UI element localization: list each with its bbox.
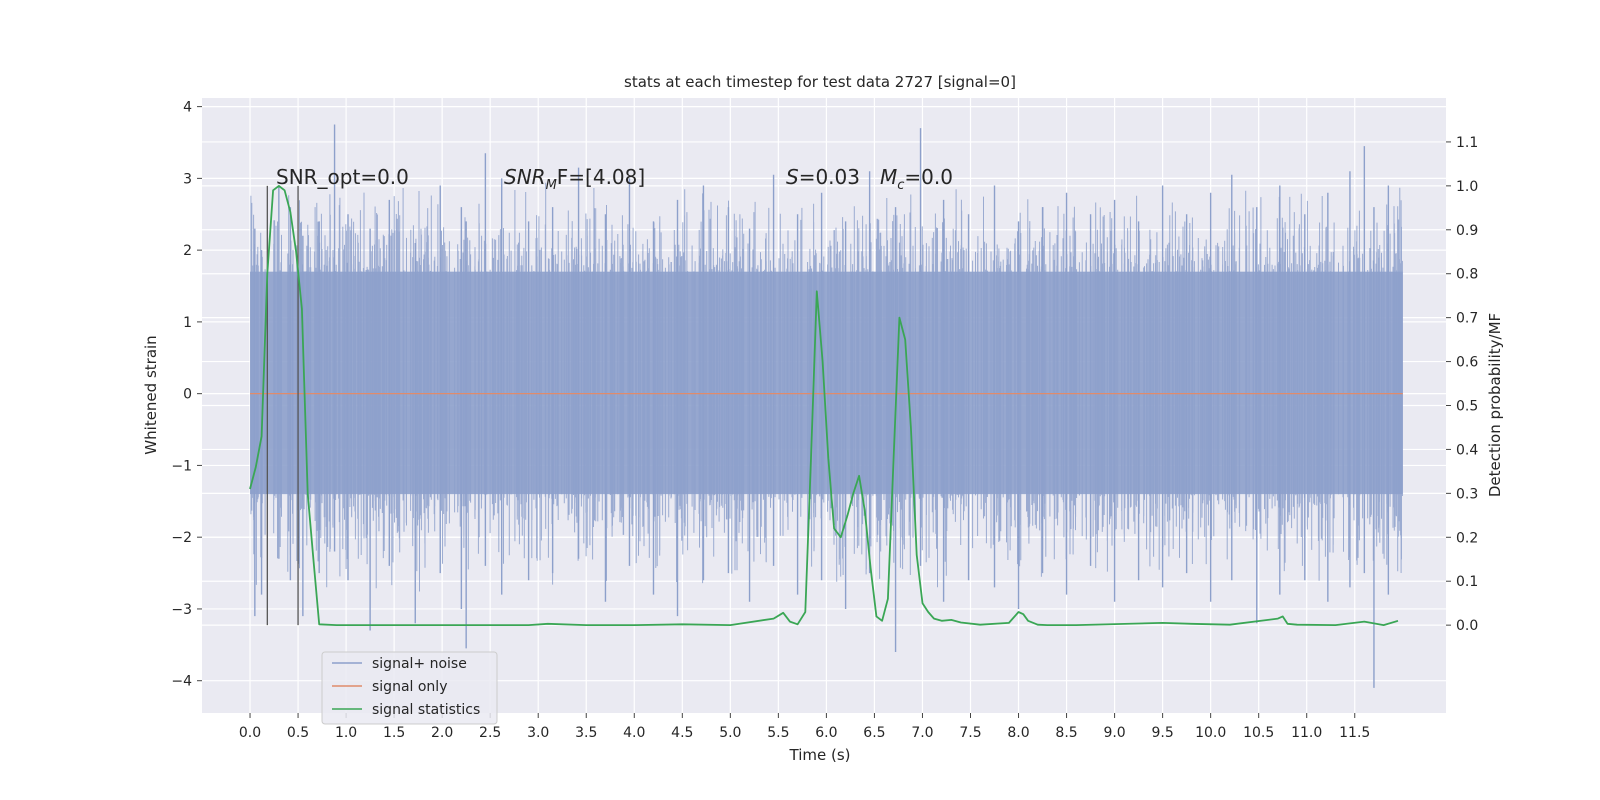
right-axis-ticks: 1.1 1.0 0.9 0.8 0.7 0.6 0.5 0.4 0.3 0.2 0.1 0.0 [1446,135,1478,634]
y-right-tick-label: 0.8 [1456,267,1478,283]
y-tick-label: 0 [183,387,192,403]
x-tick-label: 2.0 [431,725,453,741]
x-tick-label: 4.0 [623,725,645,741]
y-tick-label: 3 [183,171,192,187]
y-tick-label: 2 [183,243,192,259]
x-tick-label: 1.5 [383,725,405,741]
y-right-tick-label: 0.3 [1456,486,1478,502]
x-axis-label: Time (s) [789,746,851,764]
x-tick-label: 9.5 [1151,725,1173,741]
x-tick-label: 11.0 [1291,725,1322,741]
y-tick-label: 4 [183,100,192,116]
y-tick-label: −1 [171,458,192,474]
x-tick-label: 4.5 [671,725,693,741]
legend: signal+ noise signal only signal statist… [321,651,498,725]
x-tick-label: 9.0 [1103,725,1125,741]
x-tick-label: 3.5 [575,725,597,741]
x-tick-label: 0.5 [287,725,309,741]
x-tick-label: 7.5 [959,725,981,741]
y-tick-label: −3 [171,602,192,618]
y-right-tick-label: 0.7 [1456,311,1478,327]
y-right-tick-label: 1.1 [1456,135,1478,151]
x-tick-label: 3.0 [527,725,549,741]
y-axis-label: Whitened strain [142,335,160,454]
snr-opt-annotation: SNR_opt=0.0 [276,165,409,189]
signal-statistics-line [249,184,1399,626]
signal-statistics-series [249,184,1399,626]
y-right-tick-label: 0.1 [1456,574,1478,590]
y-right-tick-label: 0.5 [1456,399,1478,415]
legend-label-statistics: signal statistics [372,702,480,718]
y-right-tick-label: 1.0 [1456,179,1478,195]
x-tick-label: 6.5 [863,725,885,741]
x-tick-label: 5.5 [767,725,789,741]
y-tick-label: −2 [171,530,192,546]
y-right-tick-label: 0.6 [1456,355,1478,371]
x-tick-label: 6.0 [815,725,837,741]
snr-mf-annotation: SNRMF=[4.08] [504,165,645,193]
y-axis-right-label: Detection probability/MF [1486,313,1504,497]
chart-title: stats at each timestep for test data 272… [624,73,1016,91]
legend-box [321,651,498,725]
vertical-markers [266,185,299,626]
legend-label-signal-only: signal only [372,679,447,695]
x-tick-label: 10.5 [1243,725,1274,741]
y-tick-label: −4 [171,674,192,690]
y-right-tick-label: 0.2 [1456,530,1478,546]
x-tick-label: 2.5 [479,725,501,741]
signal-noise-series [250,124,1403,688]
s-annotation: S=0.03 [786,165,860,189]
x-tick-label: 0.0 [239,725,261,741]
x-tick-label: 1.0 [335,725,357,741]
x-tick-label: 11.5 [1339,725,1370,741]
y-tick-label: 1 [183,315,192,331]
x-tick-label: 5.0 [719,725,741,741]
y-right-tick-label: 0.9 [1456,223,1478,239]
mc-annotation: Mc=0.0 [880,165,953,193]
x-axis-ticks: 0.0 0.5 1.0 1.5 2.0 2.5 3.0 3.5 4.0 4.5 5.0 5.5 6.0 6… [239,713,1370,741]
x-tick-label: 8.5 [1055,725,1077,741]
x-tick-label: 7.0 [911,725,933,741]
left-axis-ticks: 4 3 2 1 0 −1 −2 −3 −4 [171,100,202,690]
y-right-tick-label: 0.0 [1456,618,1478,634]
x-tick-label: 8.0 [1007,725,1029,741]
x-tick-label: 10.0 [1195,725,1226,741]
y-right-tick-label: 0.4 [1456,442,1478,458]
legend-label-noise: signal+ noise [372,656,467,672]
